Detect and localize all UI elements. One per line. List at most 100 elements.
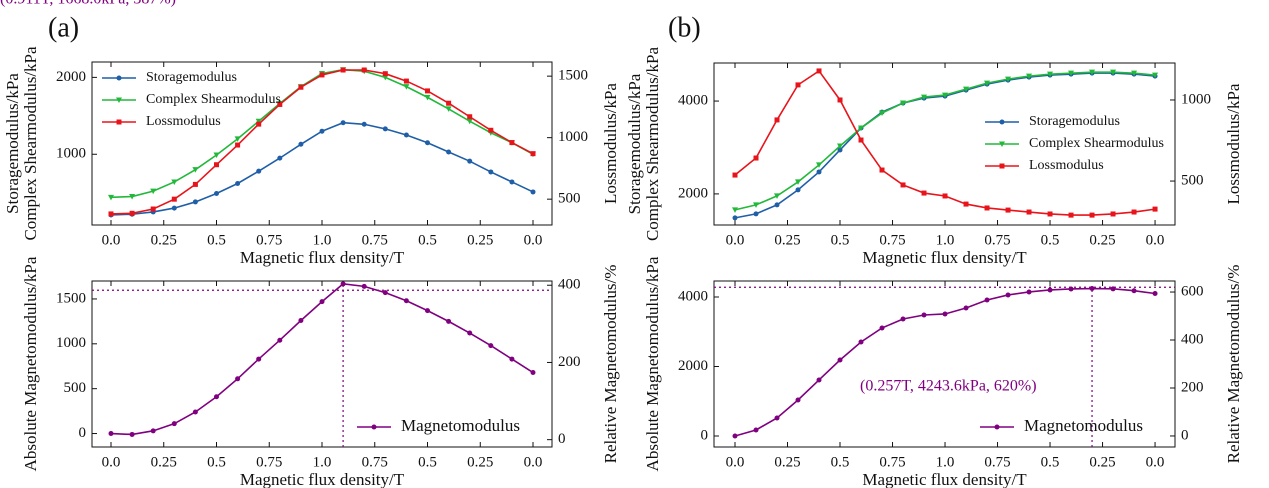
- marker: [753, 202, 760, 208]
- marker: [1110, 286, 1116, 292]
- annotation-text: (0.911T, 1668.0kPa, 387%): [0, 0, 176, 8]
- marker: [466, 118, 473, 125]
- x-tick-label: 1.0: [936, 454, 955, 470]
- y-tick-label: 4000: [678, 288, 708, 304]
- marker: [319, 128, 325, 134]
- y-tick-label: 1000: [56, 335, 86, 351]
- y-axis-label: Absolute Magnetomodulus/kPa: [21, 256, 40, 471]
- marker: [171, 179, 178, 185]
- y-axis-label: Complex Shearmodulus/kPa: [643, 47, 662, 242]
- marker: [213, 190, 219, 196]
- y-tick-label: 2000: [56, 69, 86, 85]
- marker: [774, 193, 781, 199]
- y-tick-label: 2000: [678, 185, 708, 201]
- y2-tick-label: 1000: [1181, 91, 1211, 107]
- panel-label: (a): [48, 12, 79, 43]
- marker: [942, 193, 948, 199]
- x-tick-label: 0.5: [831, 454, 850, 470]
- x-tick-label: 0.25: [774, 232, 800, 248]
- x-tick-label: 1.0: [313, 232, 332, 248]
- marker: [753, 155, 759, 161]
- marker: [425, 308, 431, 314]
- marker: [192, 409, 198, 415]
- legend-label: Lossmodulus: [146, 114, 221, 129]
- marker: [361, 121, 367, 127]
- marker: [129, 431, 135, 437]
- plot-frame: [91, 61, 553, 226]
- marker: [488, 127, 494, 133]
- marker: [837, 357, 843, 363]
- y-axis-label: Complex Shearmodulus/kPa: [21, 46, 40, 241]
- marker: [382, 71, 388, 77]
- y2-tick-label: 400: [1181, 331, 1204, 347]
- marker: [424, 94, 431, 101]
- marker: [509, 140, 515, 146]
- x-tick-label: 0.25: [1089, 232, 1115, 248]
- y2-tick-label: 0: [1181, 427, 1189, 443]
- marker: [732, 215, 738, 221]
- marker: [213, 152, 220, 159]
- marker: [467, 114, 473, 120]
- marker: [900, 182, 906, 188]
- marker: [1005, 292, 1011, 298]
- x-tick-label: 0.25: [774, 454, 800, 470]
- marker: [1026, 73, 1033, 80]
- marker: [171, 421, 177, 427]
- marker: [1131, 209, 1137, 215]
- x-tick-label: 0.0: [726, 454, 745, 470]
- marker: [858, 137, 864, 143]
- legend-label: Storagemodulus: [146, 70, 237, 85]
- marker: [732, 433, 738, 439]
- y-tick-label: 1500: [56, 290, 86, 306]
- marker: [446, 100, 452, 106]
- marker: [509, 179, 515, 185]
- marker: [382, 290, 388, 296]
- marker: [445, 106, 452, 112]
- marker: [1047, 287, 1053, 293]
- marker: [774, 202, 780, 208]
- marker: [963, 86, 970, 93]
- marker: [277, 337, 283, 343]
- x-tick-label: 0.25: [1089, 454, 1115, 470]
- marker: [1110, 211, 1116, 217]
- y-tick-label: 500: [64, 380, 87, 396]
- x-tick-label: 1.0: [936, 232, 955, 248]
- x-tick-label: 0.75: [256, 232, 282, 248]
- marker: [900, 316, 906, 322]
- marker: [1026, 289, 1032, 295]
- marker: [116, 75, 122, 81]
- marker: [1068, 212, 1074, 218]
- marker: [732, 207, 739, 213]
- marker: [213, 394, 219, 400]
- marker: [921, 190, 927, 196]
- marker: [382, 126, 388, 132]
- marker: [192, 199, 198, 205]
- marker: [879, 110, 886, 117]
- marker: [530, 370, 536, 376]
- x-axis-label: Magnetic flux density/T: [240, 248, 405, 267]
- marker: [999, 163, 1005, 169]
- marker: [319, 299, 325, 305]
- marker: [1152, 206, 1158, 212]
- marker: [1089, 286, 1095, 292]
- x-tick-label: 0.25: [151, 232, 177, 248]
- x-tick-label: 0.75: [984, 232, 1010, 248]
- marker: [403, 84, 410, 90]
- x-tick-label: 0.5: [1041, 232, 1060, 248]
- y-tick-label: 2000: [678, 358, 708, 374]
- marker: [816, 377, 822, 383]
- marker: [816, 68, 822, 74]
- marker: [1131, 288, 1137, 294]
- marker: [1131, 70, 1138, 77]
- marker: [837, 143, 844, 149]
- y2-axis-label: Relative Magnetomodulus/%: [601, 265, 620, 464]
- panel-label: (b): [668, 12, 701, 43]
- x-tick-label: 0.75: [362, 454, 388, 470]
- marker: [340, 120, 346, 126]
- y2-tick-label: 0: [558, 431, 566, 447]
- series-line: [110, 283, 534, 436]
- marker: [340, 67, 346, 73]
- marker: [467, 330, 473, 336]
- x-tick-label: 0.75: [879, 454, 905, 470]
- marker: [116, 119, 122, 125]
